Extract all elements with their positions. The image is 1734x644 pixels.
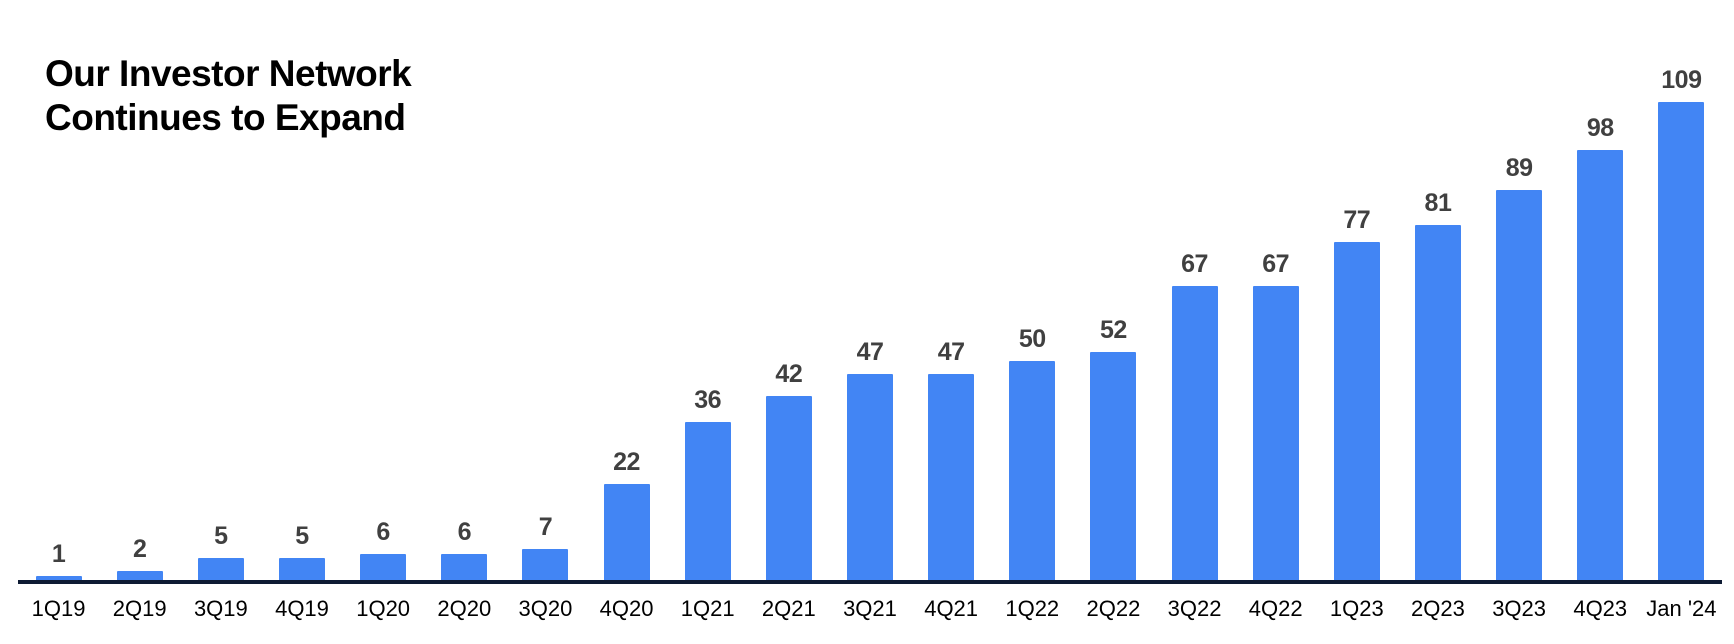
bar xyxy=(441,554,488,580)
bar-column: 6 xyxy=(424,0,505,580)
x-axis-label: 4Q23 xyxy=(1573,596,1628,621)
bar-column: 1 xyxy=(18,0,99,580)
x-axis-label: 4Q22 xyxy=(1248,596,1303,621)
x-axis-label: 2Q20 xyxy=(437,596,492,621)
bar-column: 67 xyxy=(1154,0,1235,580)
x-axis-label: 1Q20 xyxy=(356,596,411,621)
bar-value-label: 50 xyxy=(1018,325,1046,353)
x-axis-label: 4Q20 xyxy=(599,596,654,621)
bar xyxy=(1414,225,1461,580)
bar xyxy=(1577,150,1624,580)
bar-value-label: 1 xyxy=(51,540,66,568)
bar-value-label: 5 xyxy=(295,522,309,550)
x-axis-label: 3Q19 xyxy=(193,596,248,621)
x-axis-labels: 1Q19 2Q19 3Q19 4Q19 1Q20 2Q20 3Q20 4Q20 1Q21 2Q21… xyxy=(18,596,1722,622)
bar xyxy=(197,558,244,580)
bar xyxy=(35,576,82,580)
bar-value-label: 67 xyxy=(1262,250,1290,278)
bar xyxy=(1333,242,1380,580)
bar xyxy=(1658,102,1705,580)
bar-value-label: 2 xyxy=(133,535,147,563)
bar xyxy=(684,422,731,580)
x-axis-label: 3Q21 xyxy=(843,596,897,621)
bar-column: 81 xyxy=(1397,0,1478,580)
x-axis-label: 4Q19 xyxy=(275,596,329,621)
bar-value-label: 36 xyxy=(694,386,722,414)
bar-column: 6 xyxy=(343,0,424,580)
x-axis-label: 4Q21 xyxy=(924,596,979,621)
bar xyxy=(116,571,163,580)
x-axis-label: 2Q22 xyxy=(1086,596,1141,621)
bar-column: 22 xyxy=(586,0,667,580)
bar-column: 5 xyxy=(261,0,342,580)
bar xyxy=(522,549,569,580)
chart-title-line1: Our Investor Network xyxy=(45,53,412,94)
bar-column: 42 xyxy=(748,0,829,580)
x-axis-label: 3Q20 xyxy=(518,596,573,621)
bar-column: 2 xyxy=(99,0,180,580)
x-axis-label: 3Q23 xyxy=(1492,596,1547,621)
chart-title-line2: Continues to Expand xyxy=(45,97,406,139)
bar xyxy=(765,396,812,580)
bar-column: 98 xyxy=(1560,0,1641,580)
bar-column: 50 xyxy=(992,0,1073,580)
bar-column: 36 xyxy=(667,0,748,580)
x-axis-label: 2Q21 xyxy=(761,596,816,621)
bar xyxy=(278,558,325,580)
bar xyxy=(603,484,650,580)
bar xyxy=(1496,190,1543,580)
x-axis-label: 1Q22 xyxy=(1005,596,1060,621)
bar-value-label: 47 xyxy=(856,338,884,366)
bar-value-label: 109 xyxy=(1661,66,1702,94)
bar-value-label: 52 xyxy=(1099,316,1127,344)
bar-column: 7 xyxy=(505,0,586,580)
bar-column: 67 xyxy=(1235,0,1316,580)
bar-value-label: 77 xyxy=(1343,206,1371,234)
bar-column: 77 xyxy=(1316,0,1397,580)
bar xyxy=(1090,352,1137,580)
bar xyxy=(846,374,893,580)
bar-column: 47 xyxy=(911,0,992,580)
bar-column: 52 xyxy=(1073,0,1154,580)
bar-value-label: 42 xyxy=(775,360,803,388)
bar-column: 5 xyxy=(180,0,261,580)
bar xyxy=(928,374,975,580)
bar-value-label: 5 xyxy=(214,522,228,550)
bar-value-label: 6 xyxy=(457,518,472,546)
x-axis-label: 2Q23 xyxy=(1411,596,1465,621)
chart-title: Our Investor Network Continues to Expand xyxy=(45,52,412,141)
bar-value-label: 7 xyxy=(538,513,553,541)
bar-chart-plot-area: 1 2 5 5 6 6 7 22 36 42 47 47 50 52 67 67 77 81 89 98 109 xyxy=(18,0,1722,580)
bar-value-label: 6 xyxy=(376,518,390,546)
x-axis-label: 1Q23 xyxy=(1329,596,1384,621)
bar-value-label: 47 xyxy=(937,338,965,366)
x-axis-label: 2Q19 xyxy=(112,596,167,621)
bar xyxy=(1252,286,1299,580)
bar-value-label: 22 xyxy=(613,448,640,476)
bar xyxy=(360,554,407,580)
bar-value-label: 67 xyxy=(1181,250,1208,278)
x-axis-label: 1Q21 xyxy=(680,596,735,621)
x-axis-label: 1Q19 xyxy=(31,596,86,621)
bar-value-label: 81 xyxy=(1424,189,1452,217)
bar xyxy=(1009,361,1056,580)
bar-column: 89 xyxy=(1479,0,1560,580)
bar-column: 47 xyxy=(829,0,910,580)
x-axis-label: 3Q22 xyxy=(1167,596,1222,621)
x-axis-line xyxy=(18,580,1722,584)
bar-value-label: 98 xyxy=(1586,114,1614,142)
bar-value-label: 89 xyxy=(1505,154,1533,182)
x-axis-label: Jan '24 xyxy=(1646,596,1717,621)
bar xyxy=(1171,286,1218,580)
bar-column: 109 xyxy=(1641,0,1722,580)
